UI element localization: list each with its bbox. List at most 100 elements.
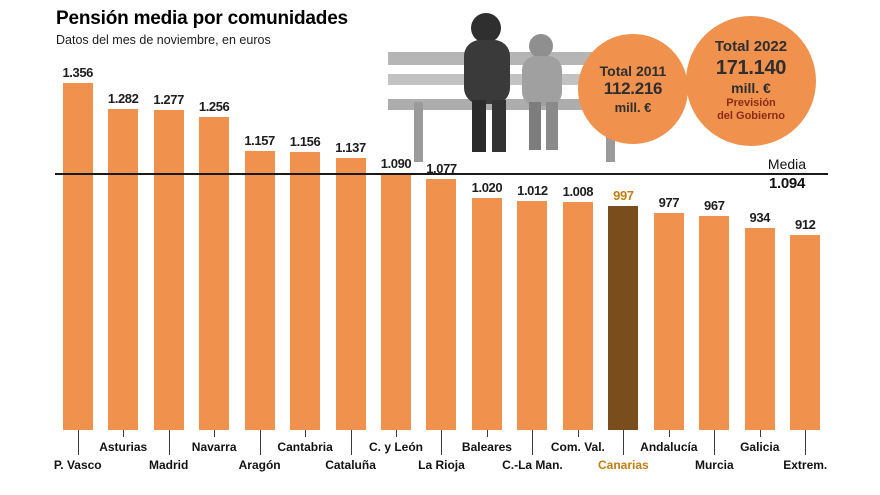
bar-column-Baleares: 1.020 Baleares: [462, 0, 512, 454]
bar-column-Andalucía: 977 Andalucía: [640, 0, 697, 454]
bar: [471, 198, 502, 430]
bar-column-Extrem.: 912 Extrem.: [783, 0, 828, 472]
bar-value-label: 977: [658, 195, 680, 210]
bar-value-label: 1.012: [517, 183, 548, 198]
bar-category-label: C.-La Man.: [502, 458, 563, 472]
bar: [381, 174, 412, 430]
tick-line: [714, 430, 716, 455]
bar-column-Murcia: 967 Murcia: [692, 0, 737, 472]
bar: [608, 206, 639, 430]
average-line: [55, 173, 828, 175]
total-2022-value: 171.140: [715, 57, 787, 80]
bar-column-Com. Val.: 1.008 Com. Val.: [551, 0, 605, 454]
average-value: 1.094: [768, 175, 806, 192]
bar-column-Cataluña: 1.137 Cataluña: [325, 0, 376, 472]
page-title: Pensión media por comunidades: [56, 8, 348, 29]
bar: [653, 213, 684, 430]
bar-column-C.-La Man.: 1.012 C.-La Man.: [502, 0, 563, 472]
bar-category-label: La Rioja: [418, 458, 465, 472]
tick-line: [759, 430, 761, 437]
total-2011-badge: Total 2011 112.216 mill. €: [578, 34, 688, 144]
bar-value-label: 997: [613, 188, 634, 203]
total-2022-label: Total 2022: [714, 38, 788, 56]
bar-category-label: Murcia: [694, 458, 734, 472]
bar-column-Asturias: 1.282 Asturias: [99, 0, 147, 454]
tick-line: [259, 430, 261, 455]
bar-category-label: Galicia: [740, 440, 780, 454]
bar-value-label: 912: [794, 217, 816, 232]
tick-line: [214, 430, 216, 437]
bar: [426, 179, 457, 430]
bar-value-label: 967: [704, 198, 725, 213]
bar-column-C. y León: 1.090 C. y León: [369, 0, 423, 454]
bar-category-label: Com. Val.: [550, 440, 605, 454]
bar-category-label: Navarra: [191, 440, 237, 454]
bar: [108, 109, 139, 430]
bar-value-label: 1.090: [380, 156, 412, 171]
bar-column-Cantabria: 1.156 Cantabria: [277, 0, 332, 454]
bar-value-label: 1.020: [471, 180, 503, 195]
tick-line: [486, 430, 488, 437]
bar-category-label: Baleares: [461, 440, 512, 454]
bar-column-Galicia: 934 Galicia: [737, 0, 782, 454]
bar: [517, 201, 548, 430]
bar-value-label: 1.137: [335, 140, 366, 155]
bar-column-P. Vasco: 1.356 P. Vasco: [54, 0, 102, 472]
bar-category-label: Cataluña: [325, 458, 376, 472]
bar: [562, 202, 593, 430]
bench-illustration: [388, 13, 643, 162]
bar-column-Navarra: 1.256 Navarra: [191, 0, 237, 454]
bar: [153, 110, 184, 430]
tick-line: [532, 430, 534, 455]
bar-value-label: 1.277: [153, 92, 184, 107]
bar-column-Aragón: 1.157 Aragón: [237, 0, 282, 472]
tick-line: [441, 430, 443, 455]
bar: [790, 235, 821, 430]
bar: [335, 158, 366, 430]
bar-column-Madrid: 1.277 Madrid: [146, 0, 191, 472]
bar-category-label: Extrem.: [783, 458, 828, 472]
bar-value-label: 1.157: [244, 133, 275, 148]
bar: [699, 216, 730, 430]
bar-value-label: 1.077: [426, 161, 457, 176]
tick-line: [805, 430, 807, 455]
bar-category-label: Canarias: [598, 458, 649, 472]
tick-line: [123, 430, 125, 437]
total-2011-unit: mill. €: [614, 99, 652, 115]
total-2022-note-line2: del Gobierno: [717, 110, 785, 123]
total-2022-note-line1: Previsión: [726, 97, 776, 110]
bar-category-label: Andalucía: [640, 440, 698, 454]
average-word: Media: [767, 156, 807, 172]
bar: [199, 117, 230, 430]
bar: [244, 151, 275, 430]
bar-category-label: Aragón: [238, 458, 281, 472]
total-2011-value: 112.216: [603, 79, 663, 99]
bar-category-label: Cantabria: [277, 440, 333, 454]
bar-value-label: 1.008: [562, 184, 594, 199]
tick-line: [77, 430, 79, 455]
total-2022-badge: Total 2022 171.140 mill. € Previsión del…: [686, 16, 816, 146]
bar-value-label: 1.256: [198, 99, 230, 114]
total-2011-label: Total 2011: [599, 62, 667, 79]
tick-line: [350, 430, 352, 455]
tick-line: [305, 430, 307, 437]
bar-value-label: 1.282: [107, 91, 139, 106]
bar: [290, 152, 321, 430]
average-label: Media 1.094: [742, 156, 832, 192]
bar-category-label: P. Vasco: [53, 458, 102, 472]
bar-value-label: 1.356: [62, 65, 93, 80]
tick-line: [396, 430, 398, 437]
tick-line: [577, 430, 579, 437]
total-2022-unit: mill. €: [731, 80, 771, 97]
tick-line: [668, 430, 670, 437]
bar: [744, 228, 775, 430]
bar-value-label: 934: [749, 210, 771, 225]
bar: [62, 83, 93, 430]
tick-line: [168, 430, 170, 455]
pensioners-bench-photo: [388, 2, 643, 169]
subtitle: Datos del mes de noviembre, en euros: [56, 33, 271, 47]
bar-chart: 1.356 P. Vasco 1.282 Asturias 1.277 Madrid 1.2…: [54, 0, 828, 472]
bar-category-label: Madrid: [149, 458, 189, 472]
bar-column-La Rioja: 1.077 La Rioja: [418, 0, 465, 472]
